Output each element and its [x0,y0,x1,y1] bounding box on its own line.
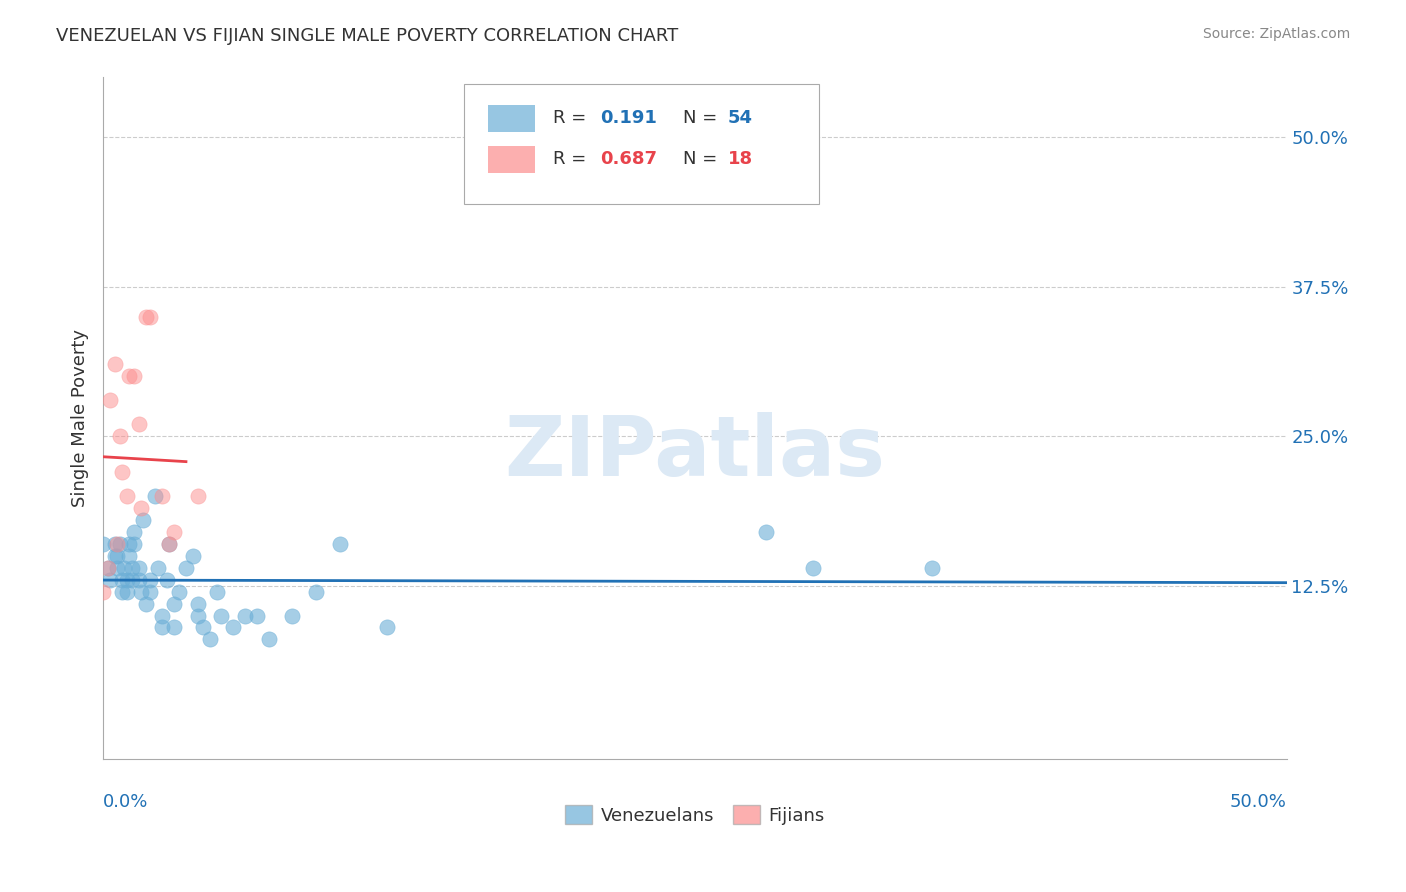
Text: R =: R = [553,150,586,169]
Y-axis label: Single Male Poverty: Single Male Poverty [72,329,89,508]
Text: R =: R = [553,110,586,128]
Point [150,620,173,634]
Point [129,584,152,599]
Point [97,560,120,574]
Point [128,573,150,587]
Point [118,549,141,563]
Point [114,560,136,574]
Point [174,560,197,574]
Point [329,537,352,551]
Point [187,489,209,503]
Point [111,465,134,479]
Point [91,537,114,551]
Point [157,537,180,551]
Point [139,584,162,599]
Point [105,549,128,563]
Point [108,537,131,551]
Point [122,537,145,551]
Point [115,584,138,599]
Point [135,597,157,611]
Point [121,560,143,574]
Point [281,608,304,623]
Point [143,489,166,503]
Point [755,524,778,539]
Point [105,537,128,551]
Point [108,429,131,443]
Point [198,632,221,647]
Text: ZIPatlas: ZIPatlas [505,412,886,492]
Point [246,608,269,623]
Point [122,369,145,384]
Text: Source: ZipAtlas.com: Source: ZipAtlas.com [1202,27,1350,41]
Text: N =: N = [683,150,717,169]
Point [122,524,145,539]
Point [233,608,256,623]
Point [375,620,398,634]
Point [105,560,128,574]
Point [211,608,233,623]
Point [129,500,152,515]
Point [222,620,245,634]
Point [104,358,127,372]
Point [91,584,114,599]
Point [98,393,121,408]
Point [163,597,186,611]
Point [115,573,138,587]
Point [167,584,190,599]
Point [132,513,155,527]
Text: 0.191: 0.191 [600,110,657,128]
Point [187,608,209,623]
Point [257,632,280,647]
Text: 54: 54 [728,110,754,128]
Point [111,573,134,587]
Point [205,584,228,599]
Point [111,584,134,599]
FancyBboxPatch shape [488,145,536,173]
Point [150,608,173,623]
Text: N =: N = [683,110,717,128]
Point [121,573,143,587]
Legend: Venezuelans, Fijians: Venezuelans, Fijians [558,798,832,831]
Point [98,573,121,587]
Point [104,537,127,551]
Point [181,549,204,563]
Point [146,560,169,574]
Point [139,573,162,587]
Point [801,560,824,574]
Text: 0.687: 0.687 [600,150,657,169]
Point [157,537,180,551]
FancyBboxPatch shape [488,104,536,132]
Text: VENEZUELAN VS FIJIAN SINGLE MALE POVERTY CORRELATION CHART: VENEZUELAN VS FIJIAN SINGLE MALE POVERTY… [56,27,679,45]
Point [921,560,943,574]
Point [118,369,141,384]
Point [163,620,186,634]
Point [104,549,127,563]
Text: 18: 18 [728,150,754,169]
Point [97,560,120,574]
Point [139,310,162,324]
Point [128,560,150,574]
Point [305,584,328,599]
Point [135,310,157,324]
Point [115,489,138,503]
Text: 0.0%: 0.0% [103,793,149,811]
Point [191,620,214,634]
Point [156,573,179,587]
Point [150,489,173,503]
Point [187,597,209,611]
Text: 50.0%: 50.0% [1230,793,1286,811]
Point [118,537,141,551]
FancyBboxPatch shape [464,84,820,203]
Point [163,524,186,539]
Point [128,417,150,432]
